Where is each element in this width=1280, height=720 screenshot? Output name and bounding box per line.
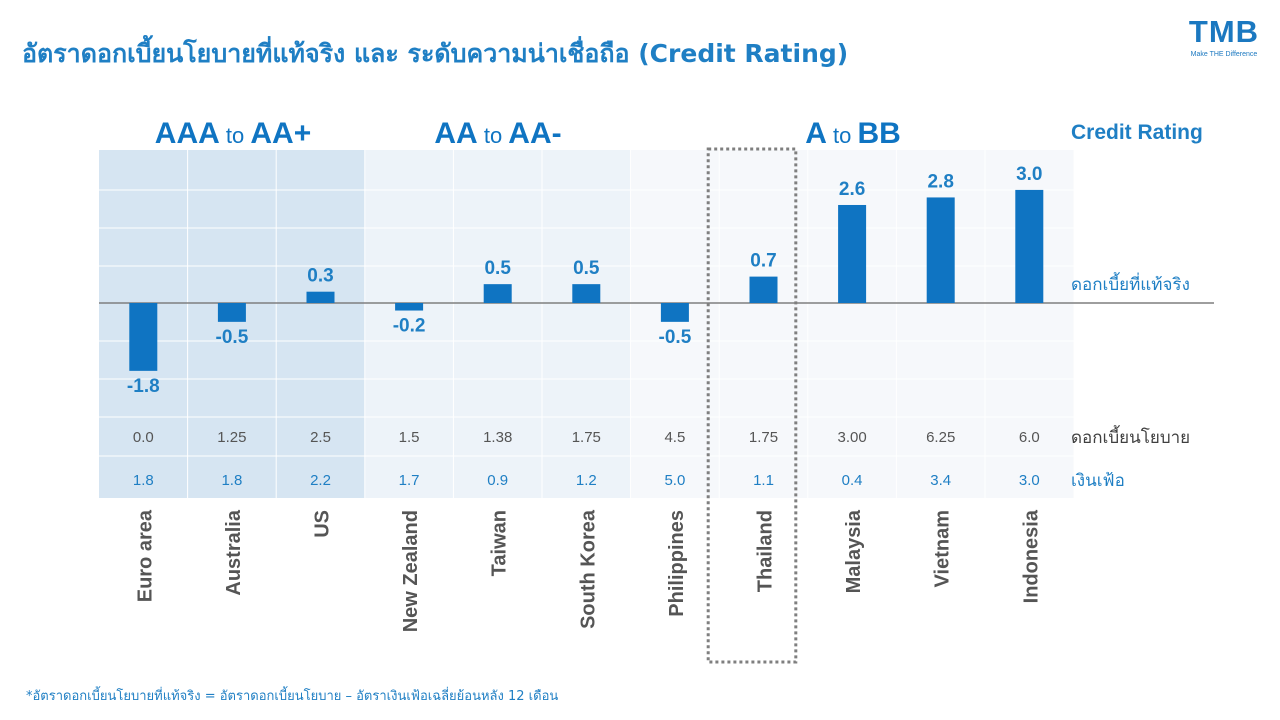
rating-connector: to [827, 123, 858, 148]
policy-rate-cell: 0.0 [133, 429, 154, 446]
policy-rate-cell: 1.75 [749, 429, 778, 446]
policy-rate-cell: 3.00 [837, 429, 866, 446]
data-label: 0.5 [484, 258, 511, 279]
bar [395, 303, 424, 311]
data-label: -0.5 [659, 327, 692, 348]
bar [660, 303, 689, 322]
inflation-cell: 3.4 [930, 472, 951, 489]
inflation-label: เงินเฟ้อ [1071, 471, 1125, 491]
category-label: New Zealand [400, 510, 422, 632]
bar [1015, 189, 1044, 303]
rating-group-header: A to BB [805, 117, 901, 150]
logo-text: TMB [1188, 14, 1260, 49]
policy-rate-cell: 4.5 [664, 429, 685, 446]
inflation-cell: 5.0 [664, 472, 685, 489]
inflation-cell: 3.0 [1019, 472, 1040, 489]
rating-to: BB [857, 117, 900, 150]
category-label: Indonesia [1020, 509, 1042, 603]
category-label: Vietnam [932, 510, 954, 587]
bar [838, 204, 867, 303]
rating-group-header: AA to AA- [434, 117, 561, 150]
bar [129, 303, 158, 371]
inflation-cell: 1.1 [753, 472, 774, 489]
bar [306, 291, 335, 303]
policy-rate-cell: 1.38 [483, 429, 512, 446]
rating-from: A [805, 117, 827, 150]
category-label: Euro area [134, 509, 156, 602]
footnote: *อัตราดอกเบี้ยนโยบายที่แท้จริง = อัตราดอ… [26, 689, 559, 704]
data-label: 3.0 [1016, 164, 1042, 185]
category-label: South Korea [577, 509, 599, 629]
category-label: Philippines [666, 510, 688, 617]
data-label: -0.2 [393, 316, 426, 337]
rating-to: AA- [508, 117, 561, 150]
rating-from: AAA [155, 117, 220, 150]
bar [572, 284, 601, 303]
data-label: 0.3 [307, 266, 333, 287]
category-label: US [312, 510, 334, 538]
tmb-logo: TMB Make THE Difference [1184, 14, 1264, 59]
category-label: Thailand [755, 510, 777, 592]
rating-connector: to [220, 123, 251, 148]
rating-to: AA+ [250, 117, 311, 150]
rating-band [364, 150, 631, 498]
policy-rate-cell: 1.75 [572, 429, 601, 446]
data-label: 2.8 [927, 171, 953, 192]
category-label: Malaysia [843, 509, 865, 593]
policy-rate-cell: 1.25 [217, 429, 246, 446]
bar [217, 303, 246, 322]
highlight-box [706, 147, 798, 664]
rating-from: AA [434, 117, 477, 150]
inflation-cell: 0.4 [842, 472, 863, 489]
logo-tagline: Make THE Difference [1190, 51, 1258, 58]
category-label: Taiwan [489, 510, 511, 576]
policy-rate-label: ดอกเบี้ยนโยบาย [1071, 425, 1190, 448]
bar [749, 276, 778, 303]
series-label: ดอกเบี้ยที่แท้จริง [1071, 272, 1190, 295]
policy-rate-cell: 1.5 [399, 429, 420, 446]
inflation-cell: 1.8 [133, 472, 154, 489]
data-label: 0.7 [750, 251, 776, 272]
bar [926, 197, 955, 303]
data-label: 0.5 [573, 258, 600, 279]
rating-connector: to [478, 123, 509, 148]
bar [483, 284, 512, 303]
inflation-cell: 1.8 [221, 472, 242, 489]
category-label: Australia [223, 509, 245, 595]
credit-rating-label: Credit Rating [1071, 121, 1203, 144]
inflation-cell: 1.7 [399, 472, 420, 489]
inflation-cell: 0.9 [487, 472, 508, 489]
policy-rate-cell: 6.0 [1019, 429, 1040, 446]
data-label: -1.8 [127, 376, 160, 397]
inflation-cell: 1.2 [576, 472, 597, 489]
data-label: 2.6 [839, 179, 865, 200]
rating-group-header: AAA to AA+ [155, 117, 311, 150]
data-label: -0.5 [216, 327, 249, 348]
policy-rate-cell: 6.25 [926, 429, 955, 446]
policy-rate-cell: 2.5 [310, 429, 331, 446]
inflation-cell: 2.2 [310, 472, 331, 489]
page-title: อัตราดอกเบี้ยนโยบายที่แท้จริง และ ระดับค… [22, 39, 849, 68]
